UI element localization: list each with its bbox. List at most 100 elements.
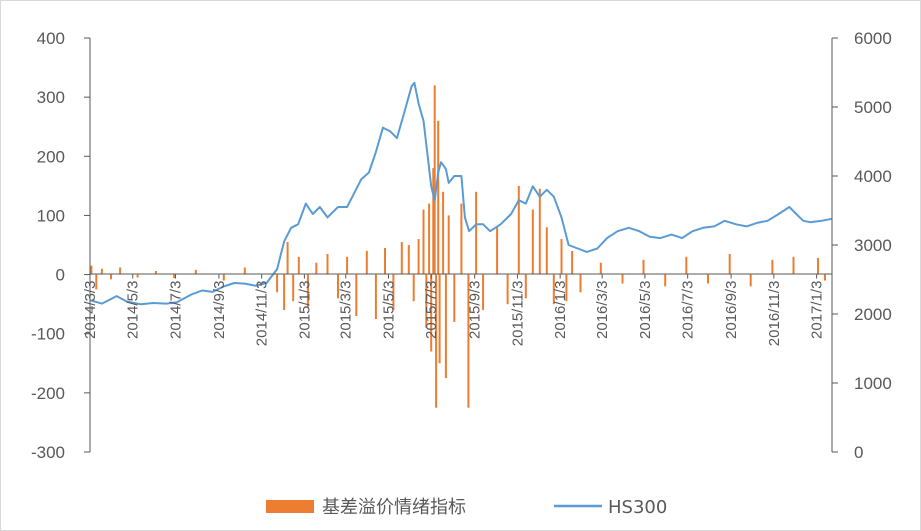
bar [506,274,509,305]
bar [435,274,438,408]
bar [442,191,445,275]
bar [824,274,826,281]
bar [565,274,568,302]
x-tick-label: 2015/9/3 [467,281,484,339]
bar [430,274,433,352]
bar-series [90,85,826,408]
bar [685,256,688,275]
right-axis-ticks: 6000 5000 4000 3000 2000 1000 0 [832,29,892,462]
bar [560,239,563,275]
bar [384,248,386,275]
bar [579,274,582,293]
bar [400,242,403,275]
bar [417,239,420,275]
x-tick-label: 2015/1/3 [296,281,313,339]
legend: 基差溢价情绪指标 HS300 [266,497,667,518]
bar [545,227,548,275]
bar [728,253,731,275]
left-tick-label: 300 [37,88,65,107]
left-tick-label: -300 [31,443,65,462]
right-tick-label: 0 [854,443,863,462]
bar [552,274,555,305]
bar [496,227,499,275]
x-tick-label: 2014/9/3 [211,281,228,339]
bar [428,203,431,275]
right-tick-label: 2000 [854,305,892,324]
bar [817,258,819,275]
bar [432,168,435,275]
bar [571,250,574,275]
bar [749,274,752,287]
bar [482,274,485,311]
bar [422,209,425,275]
bar [136,274,139,278]
x-tick-label: 2014/7/3 [167,281,184,339]
bar [100,268,103,275]
bar [517,185,520,275]
bar [524,274,527,299]
bar [412,274,415,302]
bar [297,256,300,275]
x-tick-label: 2015/5/3 [380,281,397,339]
bar [306,274,309,308]
right-tick-label: 1000 [854,374,892,393]
bar [538,188,541,275]
bar [276,274,279,293]
bar [346,256,349,275]
left-tick-label: 100 [37,206,65,225]
right-tick-label: 5000 [854,98,892,117]
bar [447,215,450,275]
bar [110,274,112,280]
bar [453,274,456,322]
bar [286,242,289,275]
x-tick-label: 2016/3/3 [594,281,611,339]
right-tick-label: 4000 [854,167,892,186]
x-axis-ticks: 2014/3/3 2014/5/3 2014/7/3 2014/9/3 2014/11/… [82,274,826,346]
bar [460,203,463,275]
x-tick-label: 2016/9/3 [723,281,740,339]
x-tick-label: 2016/7/3 [680,281,697,339]
bar [707,274,709,284]
x-tick-label: 2014/5/3 [125,281,142,339]
x-tick-label: 2016/1/3 [552,281,569,339]
left-tick-label: 200 [37,147,65,166]
bar [365,250,368,275]
x-tick-label: 2015/7/3 [423,281,440,339]
bar [438,274,441,364]
bar [222,274,225,281]
left-tick-label: -100 [31,325,65,344]
legend-label-line: HS300 [608,497,667,518]
bar [90,265,93,275]
bar [315,262,318,275]
bar [355,274,358,316]
bar [642,259,645,275]
bar [154,271,157,275]
left-axis-ticks: 400 300 200 100 0 -100 -200 -300 [31,29,90,462]
bar [283,274,286,311]
bar [531,209,534,275]
x-tick-label: 2014/3/3 [82,281,99,339]
bar [243,267,246,275]
bar [664,274,667,287]
x-tick-label: 2015/3/3 [338,281,355,339]
bar [374,274,377,319]
bar [467,274,470,408]
bar [173,274,176,279]
bar [433,85,436,275]
line-series [89,81,833,306]
right-tick-label: 6000 [854,29,892,48]
legend-label-bar: 基差溢价情绪指标 [322,497,466,518]
bar [599,262,602,275]
x-tick-label: 2017/1/3 [809,281,826,339]
bar [194,269,197,275]
bar [621,274,624,284]
bar [407,245,410,275]
bar [337,274,339,299]
left-tick-label: 400 [37,29,65,48]
left-tick-label: -200 [31,384,65,403]
bar [437,120,440,275]
hs300-line [89,81,833,306]
bar [292,274,295,302]
x-tick-label: 2016/5/3 [637,281,654,339]
